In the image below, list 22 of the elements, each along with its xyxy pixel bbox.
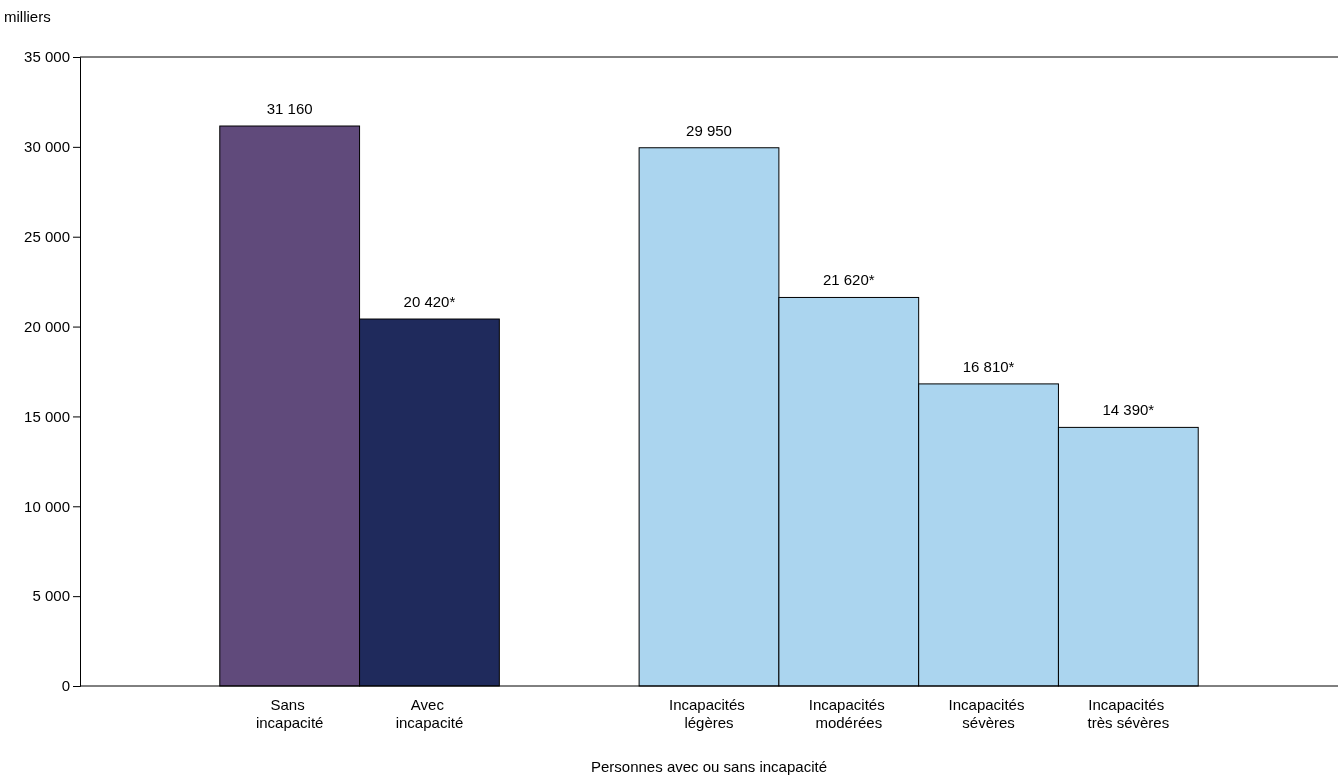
data-label: 29 950 xyxy=(686,121,732,139)
y-tick-label: 0 xyxy=(61,677,70,695)
data-label: 20 420* xyxy=(403,293,456,311)
y-tick-label: 35 000 xyxy=(24,48,70,66)
y-tick-label: 5 000 xyxy=(32,587,70,605)
y-tick-label: 30 000 xyxy=(24,138,70,156)
y-tick-label: 15 000 xyxy=(24,407,70,425)
x-tick-label: Incapacités très sévères xyxy=(1087,696,1170,731)
data-label: 21 620* xyxy=(822,271,875,289)
x-tick-label: Incapacités sévères xyxy=(948,696,1029,731)
x-tick-label: Incapacités légères xyxy=(668,696,750,731)
x-axis-title: Personnes avec ou sans incapacité xyxy=(591,758,827,775)
data-label: 31 160 xyxy=(266,100,313,118)
x-tick-label: Incapacités modérées xyxy=(808,696,889,731)
data-label: 14 390* xyxy=(1102,401,1155,419)
x-tick-label: Sans incapacité xyxy=(255,696,324,731)
data-label: 16 810* xyxy=(962,357,1015,375)
x-tick-label: Avec incapacité xyxy=(395,696,464,731)
y-axis-title: milliers xyxy=(4,8,51,25)
y-tick-label: 25 000 xyxy=(24,228,70,246)
y-tick-label: 20 000 xyxy=(24,317,70,335)
y-tick-label: 10 000 xyxy=(24,497,70,515)
